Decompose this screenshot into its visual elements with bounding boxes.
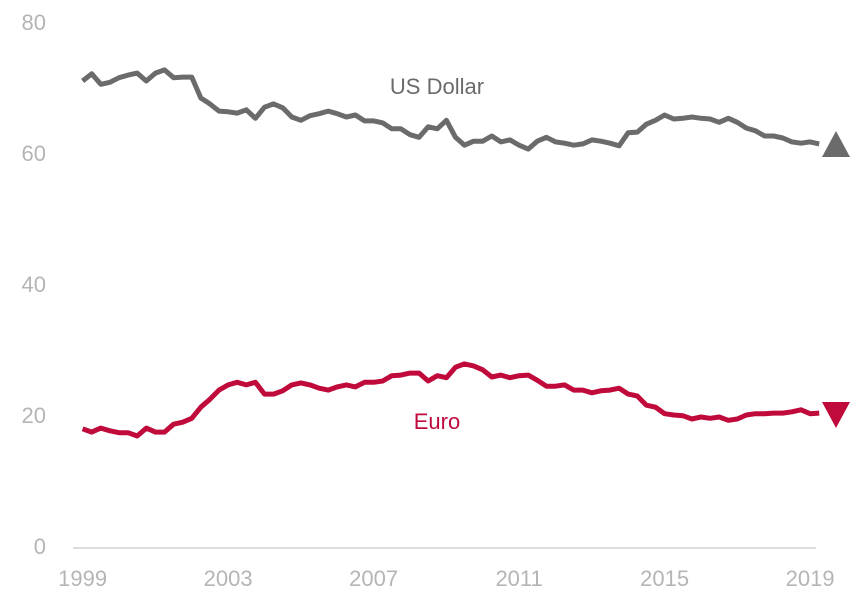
x-tick-label: 2019 [786, 566, 835, 591]
y-tick-label: 40 [22, 272, 46, 297]
line [81, 67, 820, 152]
line [81, 361, 820, 439]
y-tick-label: 80 [22, 10, 46, 35]
x-tick-label: 2011 [495, 566, 542, 591]
series-label: Euro [414, 409, 460, 434]
y-tick-label: 60 [22, 141, 46, 166]
x-tick-label: 2003 [204, 566, 253, 591]
x-tick-label: 2007 [349, 566, 398, 591]
down-arrow [822, 402, 850, 428]
y-tick-label: 0 [34, 534, 46, 559]
series-label: US Dollar [390, 74, 484, 99]
up-arrow [822, 131, 850, 157]
x-tick-label: 2015 [640, 566, 689, 591]
x-tick-label: 1999 [58, 566, 107, 591]
y-tick-label: 20 [22, 403, 46, 428]
